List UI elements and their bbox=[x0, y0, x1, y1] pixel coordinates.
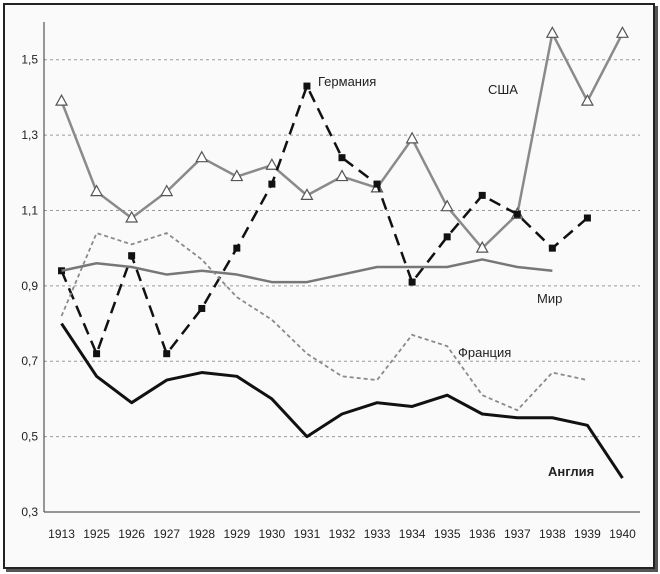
series-line bbox=[60, 232, 588, 412]
triangle-marker bbox=[90, 184, 104, 197]
square-marker bbox=[443, 233, 451, 241]
y-tick-label: 0,5 bbox=[21, 430, 38, 444]
series-labels: США Германия Мир Франция Англия bbox=[318, 74, 594, 479]
square-marker bbox=[128, 252, 136, 260]
triangle-marker bbox=[545, 26, 559, 38]
square-marker bbox=[198, 304, 206, 312]
x-tick-label: 1913 bbox=[48, 527, 75, 541]
triangle-marker bbox=[440, 199, 454, 212]
series-Англия bbox=[60, 322, 624, 479]
x-tick-label: 1926 bbox=[118, 527, 145, 541]
triangle-marker bbox=[230, 169, 244, 182]
square-marker bbox=[268, 180, 276, 188]
square-marker bbox=[303, 82, 311, 90]
series-group bbox=[55, 26, 629, 479]
x-tick-label: 1931 bbox=[294, 527, 321, 541]
series-line bbox=[61, 258, 553, 284]
x-tick-label: 1938 bbox=[539, 527, 566, 541]
triangle-marker bbox=[55, 93, 69, 106]
x-tick-label: 1935 bbox=[434, 527, 461, 541]
x-tick-label: 1939 bbox=[574, 527, 601, 541]
square-marker bbox=[478, 191, 486, 199]
x-tick-label: 1932 bbox=[329, 527, 356, 541]
x-tick-label: 1934 bbox=[399, 527, 426, 541]
triangle-marker bbox=[580, 93, 594, 106]
square-marker bbox=[513, 210, 521, 218]
y-tick-label: 1,1 bbox=[21, 203, 38, 217]
y-tick-label: 0,3 bbox=[21, 505, 38, 519]
square-marker bbox=[233, 244, 241, 252]
square-marker bbox=[373, 180, 381, 188]
x-tick-label: 1933 bbox=[364, 527, 391, 541]
series-Мир bbox=[61, 258, 553, 284]
square-marker bbox=[93, 350, 101, 358]
square-marker bbox=[548, 244, 556, 252]
x-tick-label: 1925 bbox=[83, 527, 110, 541]
triangle-marker bbox=[125, 210, 139, 223]
x-tick-label: 1927 bbox=[153, 527, 180, 541]
x-axis: 1913 1925 1926 1927 1928 1929 1930 1931 1932 1933… bbox=[44, 511, 640, 541]
x-tick-label: 1930 bbox=[259, 527, 286, 541]
triangle-marker bbox=[160, 184, 174, 197]
series-Германия bbox=[58, 82, 591, 358]
triangle-marker bbox=[265, 157, 279, 170]
series-США bbox=[55, 26, 629, 253]
x-tick-label: 1928 bbox=[188, 527, 215, 541]
triangle-marker bbox=[195, 150, 209, 163]
series-Франция bbox=[60, 232, 588, 412]
y-tick-label: 0,9 bbox=[21, 279, 38, 293]
series-label-Франция: Франция bbox=[458, 345, 511, 360]
y-tick-label: 1,3 bbox=[21, 128, 38, 142]
series-label-США: США bbox=[488, 82, 518, 97]
triangle-marker bbox=[475, 240, 489, 253]
x-tick-label: 1937 bbox=[504, 527, 531, 541]
series-line bbox=[60, 322, 624, 479]
square-marker bbox=[408, 278, 416, 286]
triangle-marker bbox=[335, 169, 349, 182]
x-tick-label: 1929 bbox=[223, 527, 250, 541]
series-line bbox=[60, 84, 589, 355]
x-tick-label: 1940 bbox=[609, 527, 636, 541]
triangle-marker bbox=[300, 188, 314, 200]
series-line bbox=[60, 32, 624, 250]
x-tick-label: 1936 bbox=[469, 527, 496, 541]
y-tick-label: 0,7 bbox=[21, 354, 38, 368]
triangle-marker bbox=[615, 26, 629, 38]
square-marker bbox=[338, 154, 346, 162]
y-axis: 0,3 0,5 0,7 0,9 1,1 1,3 1,5 bbox=[21, 22, 45, 519]
series-label-Мир: Мир bbox=[537, 291, 562, 306]
square-marker bbox=[163, 350, 171, 358]
y-tick-label: 1,5 bbox=[21, 53, 38, 67]
square-marker bbox=[583, 214, 591, 222]
triangle-marker bbox=[405, 131, 419, 144]
series-label-Англия: Англия bbox=[548, 464, 594, 479]
series-label-Германия: Германия bbox=[318, 74, 376, 89]
